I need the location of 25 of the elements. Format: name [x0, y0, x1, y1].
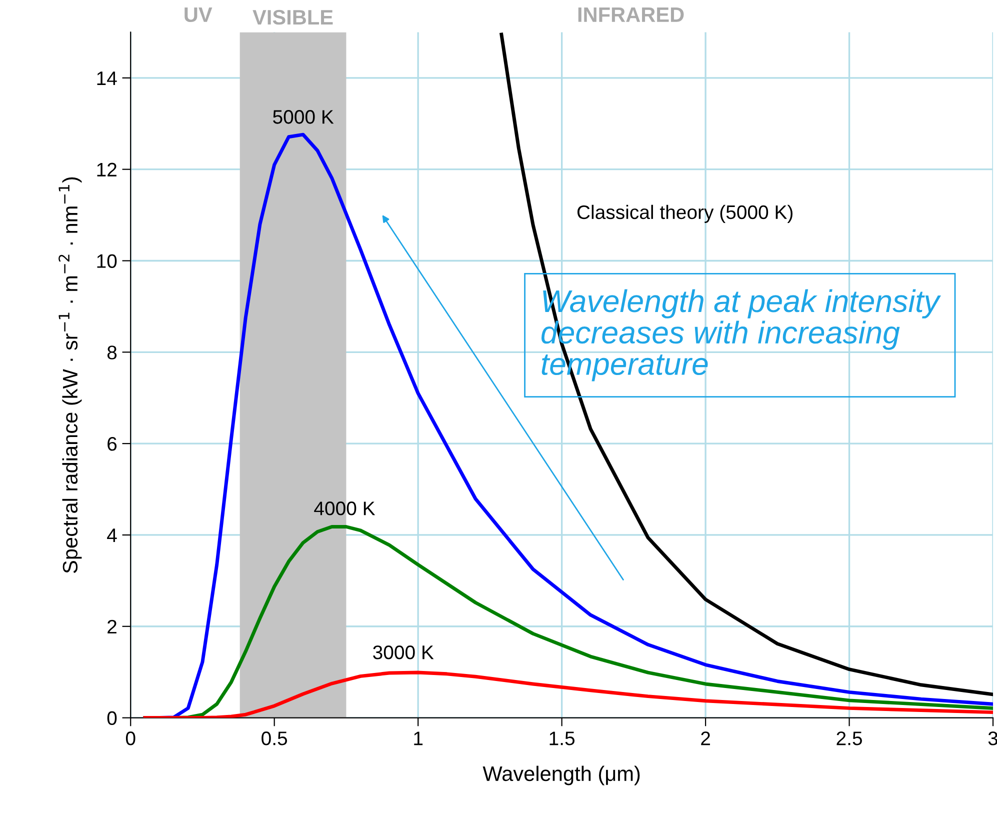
y-tick-label: 10: [97, 254, 117, 268]
y-axis-title: Spectral radiance (kW · sr$^{−1}$ · m$^{−2}$ · nm$^{−1}$): [58, 177, 82, 574]
y-tick-label: 0: [107, 711, 117, 726]
band-label: VISIBLE: [252, 10, 333, 25]
annotation: 4000 K: [314, 502, 376, 516]
x-tick-label: 0.5: [262, 732, 288, 746]
line-series: [143, 670, 994, 718]
x-tick-label: 2: [701, 732, 710, 746]
x-tick-label: 1.5: [550, 732, 575, 746]
y-tick-label: 8: [107, 346, 117, 360]
y-tick-label: 4: [107, 528, 117, 542]
annotation: 3000 K: [373, 645, 434, 660]
y-tick-label: 6: [108, 437, 117, 451]
annotation: 5000 K: [273, 110, 334, 124]
x-axis-title: Wavelength (μm): [482, 766, 640, 786]
y-tick-label: 12: [97, 162, 116, 176]
x-tick-label: 0: [126, 732, 136, 746]
y-tick-label: 14: [97, 72, 117, 85]
x-tick-label: 1: [414, 732, 423, 746]
annotation: Classical theory (5000 K): [577, 204, 792, 223]
x-tick-label: 2.5: [836, 732, 862, 746]
line-series: [500, 32, 994, 696]
text: UV: [184, 8, 212, 22]
y-tick-label: 2: [108, 620, 116, 634]
text: INFRARED: [578, 8, 684, 22]
